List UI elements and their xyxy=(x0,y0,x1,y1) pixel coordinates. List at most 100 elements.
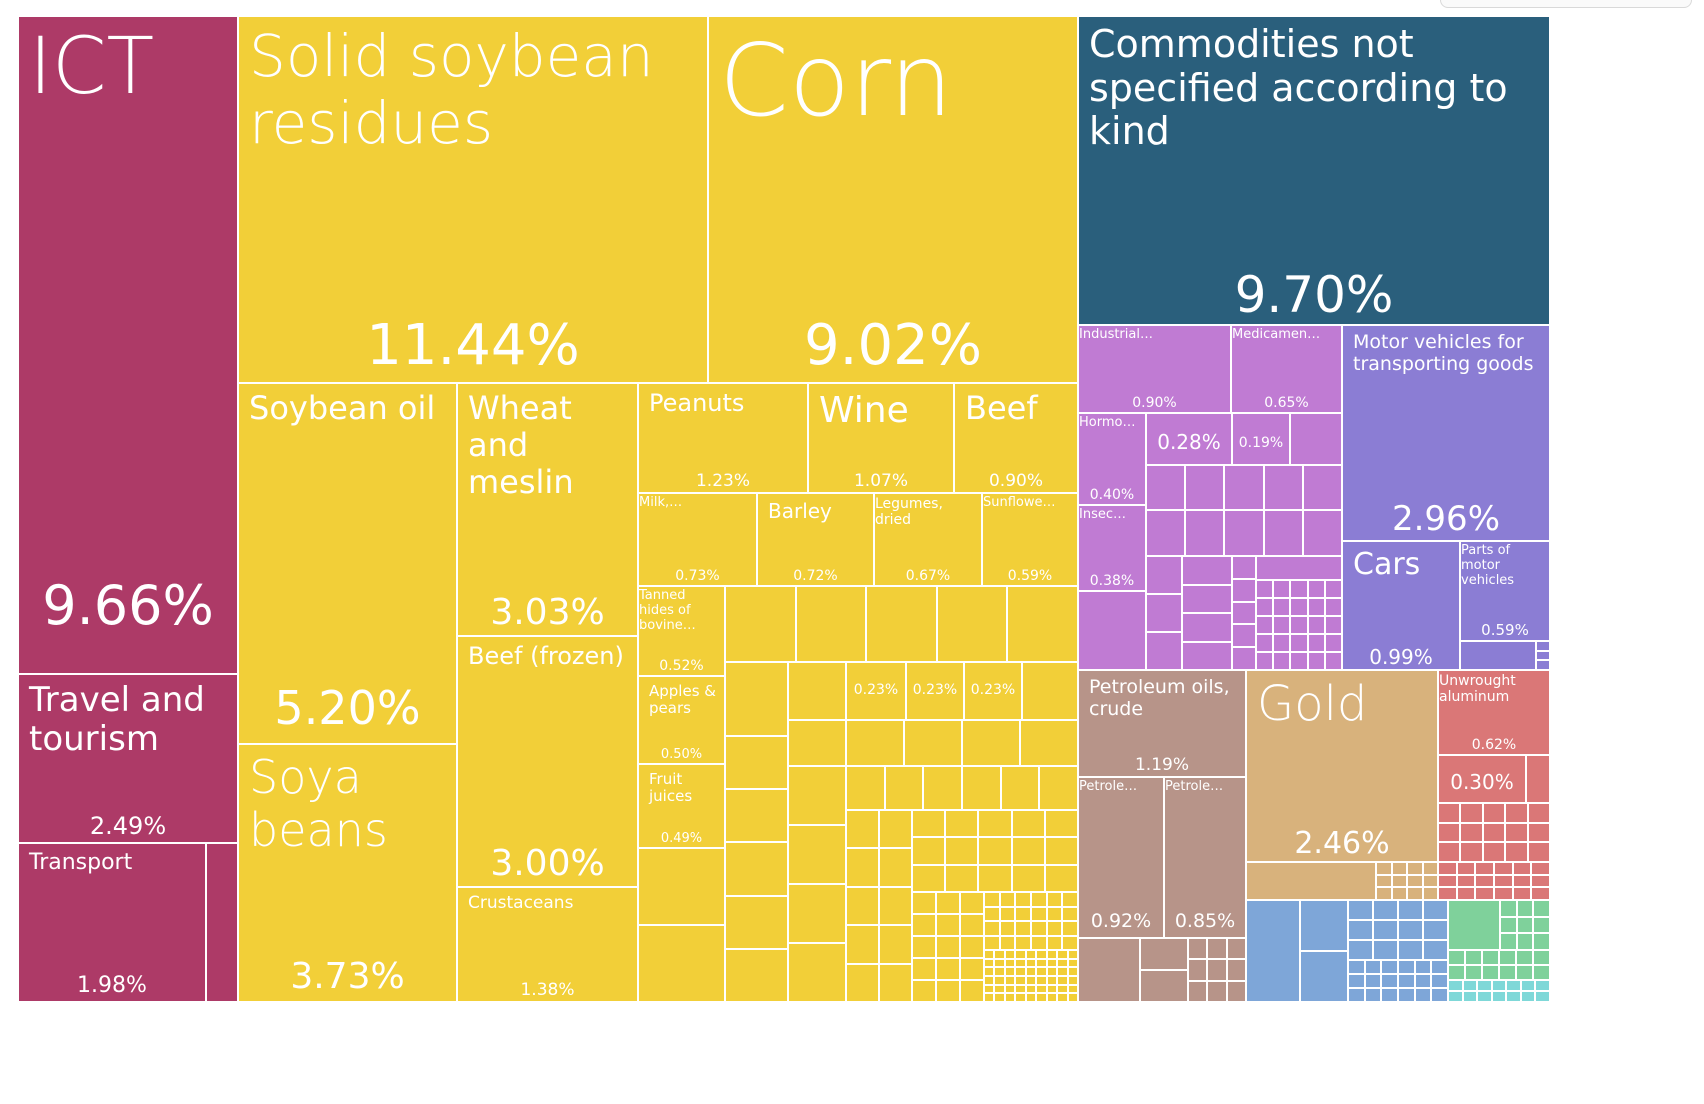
treemap-cell-small-030[interactable]: 0.30% xyxy=(1438,755,1526,803)
treemap-small-cell[interactable] xyxy=(1207,980,1227,1002)
treemap-small-cell[interactable] xyxy=(1256,634,1274,652)
treemap-small-cell[interactable] xyxy=(1482,950,1499,965)
treemap-small-cell[interactable] xyxy=(1477,980,1492,991)
treemap-small-cell[interactable] xyxy=(1531,887,1550,900)
treemap-small-cell[interactable] xyxy=(1207,959,1227,981)
treemap-small-cell[interactable] xyxy=(879,848,912,887)
treemap-small-cell[interactable] xyxy=(1462,991,1478,1002)
treemap-small-cell[interactable] xyxy=(1460,842,1483,862)
treemap-small-cell[interactable] xyxy=(1290,652,1308,670)
treemap-small-cell[interactable] xyxy=(1506,991,1521,1002)
treemap-small-cell[interactable] xyxy=(1456,874,1476,888)
treemap-small-cell[interactable] xyxy=(904,720,962,766)
treemap-small-cell[interactable] xyxy=(879,963,912,1002)
treemap-cell-wine[interactable]: Wine 1.07% xyxy=(808,383,954,493)
treemap-small-cell[interactable] xyxy=(999,906,1016,921)
treemap-small-cell[interactable] xyxy=(1146,465,1186,510)
treemap-small-cell[interactable] xyxy=(1256,652,1274,670)
treemap-small-cell[interactable] xyxy=(1046,993,1058,1002)
treemap-small-cell[interactable] xyxy=(788,825,846,884)
treemap-small-cell[interactable] xyxy=(984,993,995,1002)
treemap-small-cell[interactable] xyxy=(1536,660,1550,670)
treemap-small-cell[interactable] xyxy=(984,935,1000,950)
treemap-small-cell[interactable] xyxy=(1044,864,1078,892)
treemap-small-cell[interactable] xyxy=(1036,958,1047,968)
treemap-cell-legumes-dried[interactable]: Legumes, dried 0.67% xyxy=(874,493,982,586)
treemap-small-cell[interactable] xyxy=(846,766,885,810)
treemap-small-cell[interactable] xyxy=(1004,958,1016,968)
treemap-small-cell[interactable] xyxy=(1207,938,1227,960)
treemap-small-cell[interactable] xyxy=(912,980,936,1002)
treemap-small-cell[interactable] xyxy=(1407,862,1423,875)
treemap-small-cell[interactable] xyxy=(1057,976,1068,985)
treemap-small-cell[interactable] xyxy=(1185,465,1225,510)
treemap-small-cell[interactable] xyxy=(1004,950,1016,959)
treemap-small-cell[interactable] xyxy=(1004,993,1016,1002)
treemap-small-cell[interactable] xyxy=(1477,991,1492,1002)
treemap-small-cell[interactable] xyxy=(1494,874,1513,888)
treemap-small-cell[interactable] xyxy=(1516,933,1534,950)
treemap-small-cell[interactable] xyxy=(1062,935,1078,950)
treemap-small-cell[interactable] xyxy=(1438,822,1461,843)
treemap-small-cell[interactable] xyxy=(1527,803,1550,823)
treemap-small-cell[interactable] xyxy=(1414,960,1432,974)
treemap-small-cell[interactable] xyxy=(725,662,788,736)
treemap-small-cell[interactable] xyxy=(1182,641,1232,670)
treemap-small-cell[interactable] xyxy=(1494,887,1513,900)
treemap-cell-fruit-juices[interactable]: Fruit juices 0.49% xyxy=(638,764,725,848)
treemap-small-cell[interactable] xyxy=(1536,650,1550,661)
treemap-small-cell[interactable] xyxy=(1036,984,1047,994)
treemap-cell-industrial[interactable]: Industrial… 0.90% xyxy=(1078,325,1231,413)
treemap-cell-soybean-oil[interactable]: Soybean oil 5.20% xyxy=(238,383,457,744)
treemap-small-cell[interactable] xyxy=(1078,591,1146,670)
treemap-small-cell[interactable] xyxy=(1067,950,1078,959)
treemap-small-cell[interactable] xyxy=(1465,950,1482,965)
treemap-small-cell[interactable] xyxy=(1414,974,1432,988)
treemap-small-cell[interactable] xyxy=(1246,900,1300,1002)
treemap-small-cell[interactable] xyxy=(912,958,936,980)
treemap-small-cell[interactable] xyxy=(994,993,1005,1002)
treemap-small-cell[interactable] xyxy=(1256,556,1342,580)
treemap-small-cell[interactable] xyxy=(1046,984,1058,994)
treemap-small-cell[interactable] xyxy=(1046,967,1058,976)
treemap-small-cell[interactable] xyxy=(1398,900,1423,920)
treemap-cell-cars[interactable]: Cars 0.99% xyxy=(1342,541,1460,670)
treemap-small-cell[interactable] xyxy=(994,958,1005,968)
treemap-small-cell[interactable] xyxy=(1516,900,1534,917)
treemap-small-cell[interactable] xyxy=(1015,892,1031,907)
treemap-small-cell[interactable] xyxy=(1373,940,1398,960)
treemap-small-cell[interactable] xyxy=(1348,988,1365,1002)
treemap-small-cell[interactable] xyxy=(1499,950,1516,965)
treemap-small-cell[interactable] xyxy=(912,892,936,914)
treemap-small-cell[interactable] xyxy=(1182,584,1232,613)
treemap-small-cell[interactable] xyxy=(846,848,879,887)
treemap-small-cell[interactable] xyxy=(1535,980,1550,991)
treemap-small-cell[interactable] xyxy=(960,958,984,980)
treemap-small-cell[interactable] xyxy=(978,837,1012,865)
treemap-small-cell[interactable] xyxy=(1324,616,1342,634)
treemap-cell-petroleum-1[interactable]: Petrole… 0.92% xyxy=(1078,777,1164,938)
treemap-small-cell[interactable] xyxy=(1044,837,1078,865)
treemap-small-cell[interactable] xyxy=(638,848,725,925)
treemap-small-cell[interactable] xyxy=(1015,976,1026,985)
treemap-small-cell[interactable] xyxy=(1000,766,1040,810)
treemap-small-cell[interactable] xyxy=(1438,887,1457,900)
treemap-small-cell[interactable] xyxy=(1057,967,1068,976)
treemap-small-cell[interactable] xyxy=(1520,991,1536,1002)
treemap-small-cell[interactable] xyxy=(1527,842,1550,862)
treemap-cell-transport[interactable]: Transport 1.98% xyxy=(18,843,206,1002)
treemap-small-cell[interactable] xyxy=(1146,594,1182,632)
treemap-small-cell[interactable] xyxy=(936,958,960,980)
treemap-small-cell[interactable] xyxy=(1025,967,1037,976)
treemap-small-cell[interactable] xyxy=(1536,641,1550,651)
treemap-small-cell[interactable] xyxy=(1062,921,1078,936)
treemap-small-cell[interactable] xyxy=(1273,598,1291,616)
treemap-small-cell[interactable] xyxy=(1448,991,1463,1002)
treemap-small-cell[interactable] xyxy=(1046,958,1058,968)
treemap-cell-soya-beans[interactable]: Soya beans 3.73% xyxy=(238,744,457,1002)
treemap-small-cell[interactable] xyxy=(1460,641,1536,670)
treemap-small-cell[interactable] xyxy=(1516,950,1533,965)
treemap-small-cell[interactable] xyxy=(1004,967,1016,976)
treemap-small-cell[interactable] xyxy=(1500,900,1517,917)
treemap-small-cell[interactable] xyxy=(978,810,1012,838)
